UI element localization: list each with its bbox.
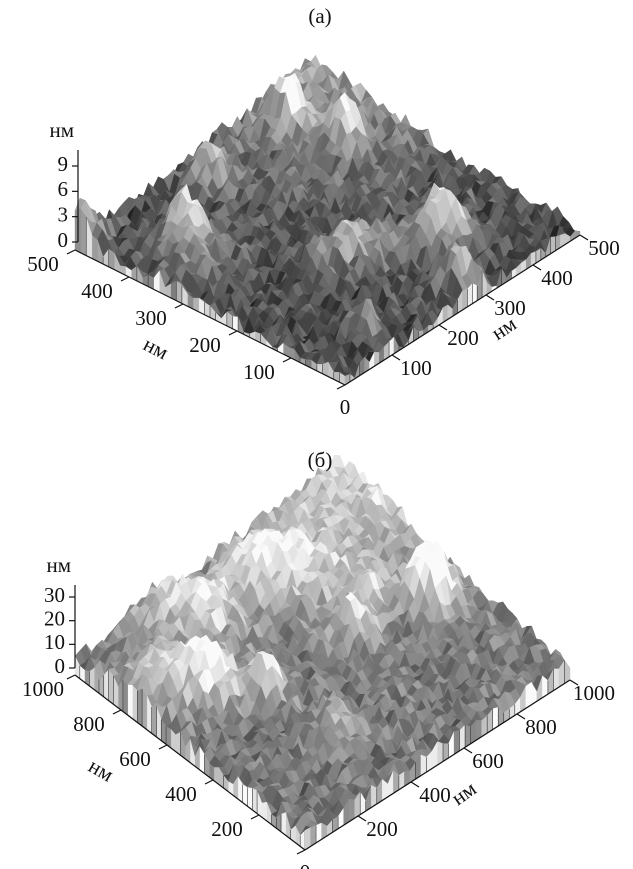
y-tick-label: 100 [400,356,432,380]
z-tick-label: 0 [55,654,66,678]
y-tick-label: 200 [366,817,398,841]
y-tick-label: 400 [541,266,573,290]
x-axis-title: нм [84,754,117,787]
z-tick-label: 6 [58,177,69,201]
x-tick [67,675,75,679]
curtain-strip [81,209,87,256]
x-tick-label: 0 [340,395,351,419]
y-tick-label: 600 [472,749,504,773]
curtain-strip [526,682,532,708]
x-tick [205,780,213,784]
y-tick-label: 1000 [573,681,615,705]
panel-title: (б) [308,448,333,472]
z-tick-label: 10 [44,630,65,654]
y-tick-label: 400 [419,783,451,807]
x-tick-label: 500 [27,252,59,276]
curtain-strip [142,689,147,730]
x-tick [251,815,259,819]
x-tick [229,331,237,335]
y-tick-label: 200 [447,326,479,350]
y-tick [411,782,419,787]
z-tick-label: 20 [44,606,65,630]
x-tick-label: 100 [243,360,275,384]
y-tick [533,265,541,270]
panel-title: (а) [308,4,331,28]
panel: (б)020040060080010002004006008001000нмнм… [22,448,615,869]
y-tick [486,295,494,300]
surface [75,455,570,835]
x-axis-title: нм [140,332,173,365]
x-tick [121,277,129,281]
y-tick [580,235,588,240]
z-tick-label: 3 [58,202,69,226]
z-tick-label: 30 [44,583,65,607]
x-tick-label: 600 [119,747,151,771]
curtain-strip [128,685,133,719]
z-tick-label: 0 [58,228,69,252]
y-tick-label: 800 [525,715,557,739]
x-tick [67,250,75,254]
x-tick [175,304,183,308]
x-tick-label: 200 [211,817,243,841]
z-axis-title: нм [49,118,74,142]
panel: (а)0100200300400500100200300400500нмнм03… [27,4,620,419]
curtain-strip [133,685,138,722]
x-tick [297,850,305,854]
curtain-strip [123,680,128,715]
x-tick-label: 800 [73,712,105,736]
x-tick-label: 400 [81,279,113,303]
x-tick-label: 1000 [22,677,64,701]
x-tick [113,710,121,714]
y-tick-label: 500 [588,236,620,260]
x-tick [337,385,345,389]
x-tick [283,358,291,362]
y-tick [517,714,525,719]
y-tick [464,748,472,753]
y-tick [392,355,400,360]
y-axis-title: нм [447,776,481,810]
x-tick-label: 200 [189,333,221,357]
y-tick [439,325,447,330]
figure: (а)0100200300400500100200300400500нмнм03… [0,0,633,869]
curtain-strip [152,706,157,736]
x-tick [159,745,167,749]
curtain-strip [104,670,109,701]
curtain-strip [109,670,114,704]
z-axis-title: нм [46,553,71,577]
curtain-strip [137,689,142,726]
x-tick-label: 400 [165,782,197,806]
y-tick [358,816,366,821]
x-tick-label: 0 [300,860,311,869]
z-tick-label: 9 [58,152,69,176]
x-tick-label: 300 [135,306,167,330]
